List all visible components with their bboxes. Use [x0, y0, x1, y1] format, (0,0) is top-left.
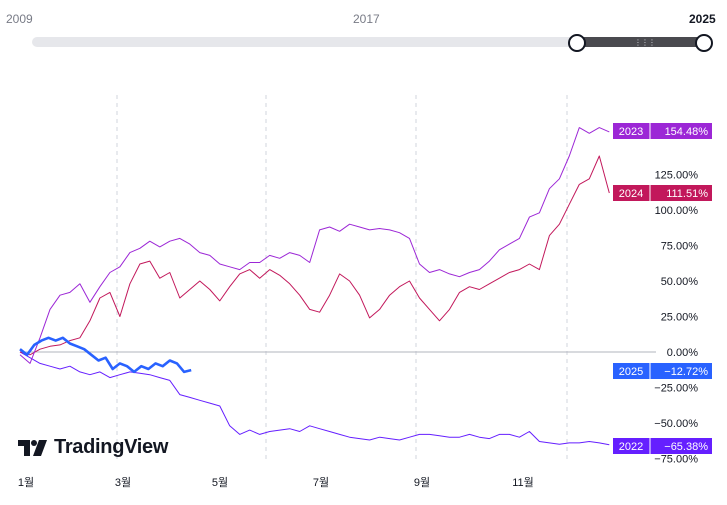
- range-slider-end-handle[interactable]: [695, 34, 713, 52]
- price-label-box-2025: [613, 363, 712, 379]
- y-tick-label: 75.00%: [661, 241, 699, 253]
- range-slider-selection[interactable]: [576, 37, 704, 47]
- series-name-label-2023: 2023: [619, 126, 643, 138]
- series-line-2023: [19, 127, 610, 364]
- range-start-year: 2009: [6, 12, 33, 26]
- y-tick-label: 50.00%: [661, 276, 699, 288]
- y-tick-label: 25.00%: [661, 312, 699, 324]
- y-tick-label: −25.00%: [654, 383, 698, 395]
- series-value-label-2025: −12.72%: [664, 366, 708, 378]
- x-tick-label: 9월: [414, 476, 430, 489]
- range-mid-year: 2017: [353, 12, 380, 26]
- series-value-label-2022: −65.38%: [664, 441, 708, 453]
- x-tick-label: 1월: [18, 476, 34, 489]
- series-name-label-2022: 2022: [619, 441, 643, 453]
- tradingview-logo-text: TradingView: [54, 436, 169, 458]
- y-tick-label: 125.00%: [655, 170, 699, 182]
- price-label-box-2022: [613, 438, 712, 454]
- series-line-2024: [19, 155, 610, 356]
- series-name-label-2025: 2025: [619, 366, 643, 378]
- x-tick-label: 7월: [313, 476, 329, 489]
- series-value-label-2023: 154.48%: [665, 126, 709, 138]
- range-year-labels: 2009 2017 2025: [0, 8, 727, 28]
- x-tick-label: 3월: [115, 476, 131, 489]
- price-label-box-2024: [613, 185, 712, 201]
- price-label-box-2023: [613, 123, 712, 139]
- tradingview-logo: TradingView: [18, 436, 168, 459]
- x-tick-label: 5월: [212, 476, 228, 489]
- series-line-2022: [19, 351, 610, 446]
- y-tick-label: −50.00%: [654, 418, 698, 430]
- series-value-label-2024: 111.51%: [666, 188, 708, 200]
- y-tick-label: 0.00%: [667, 347, 698, 359]
- drag-grip-icon[interactable]: ⋮⋮⋮: [634, 38, 656, 47]
- series-name-label-2024: 2024: [619, 188, 643, 200]
- series-line-2025: [19, 336, 192, 374]
- range-slider-track[interactable]: [32, 37, 704, 47]
- y-tick-label: −75.00%: [654, 454, 698, 466]
- range-end-year: 2025: [689, 12, 716, 26]
- x-tick-label: 11월: [512, 476, 534, 489]
- tradingview-logo-icon: [18, 439, 47, 456]
- y-tick-label: 100.00%: [655, 205, 699, 217]
- range-slider-start-handle[interactable]: [568, 34, 586, 52]
